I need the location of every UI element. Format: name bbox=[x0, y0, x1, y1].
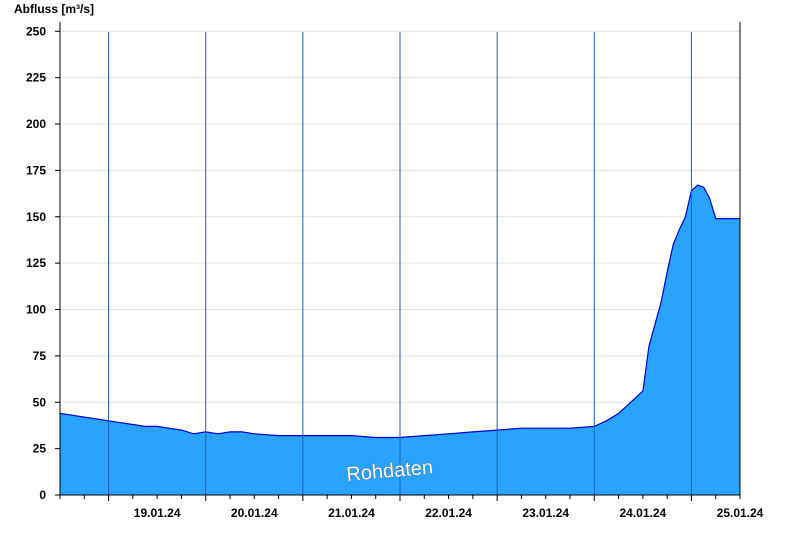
y-tick-label: 100 bbox=[26, 303, 46, 317]
y-tick-label: 200 bbox=[26, 117, 46, 131]
x-tick-label: 19.01.24 bbox=[134, 506, 181, 520]
y-tick-label: 150 bbox=[26, 210, 46, 224]
series-line bbox=[59, 184, 740, 439]
y-tick-label: 0 bbox=[39, 488, 46, 502]
y-tick-label: 125 bbox=[26, 256, 46, 270]
x-tick-label: 21.01.24 bbox=[328, 506, 375, 520]
day-dividers bbox=[108, 32, 692, 495]
x-tick-label: 24.01.24 bbox=[619, 506, 666, 520]
y-tick-label: 75 bbox=[33, 349, 47, 363]
y-tick-label: 50 bbox=[33, 395, 47, 409]
y-tick-label: 175 bbox=[26, 163, 46, 177]
x-tick-label: 20.01.24 bbox=[231, 506, 278, 520]
discharge-area bbox=[59, 184, 740, 495]
y-tick-label: 250 bbox=[26, 24, 46, 38]
y-axis-ticks: 0 25 50 75 100 125 150 175 200 225 250 bbox=[26, 24, 60, 502]
x-tick-label: 25.01.24 bbox=[717, 506, 764, 520]
y-tick-label: 25 bbox=[33, 442, 47, 456]
y-tick-label: 225 bbox=[26, 71, 46, 85]
y-axis-label: Abfluss [m³/s] bbox=[14, 2, 94, 16]
x-tick-label: 22.01.24 bbox=[425, 506, 472, 520]
x-tick-label: 23.01.24 bbox=[522, 506, 569, 520]
x-axis-ticks: 19.01.24 20.01.24 21.01.24 22.01.24 23.01.24… bbox=[59, 495, 764, 520]
area-fill bbox=[60, 185, 740, 495]
